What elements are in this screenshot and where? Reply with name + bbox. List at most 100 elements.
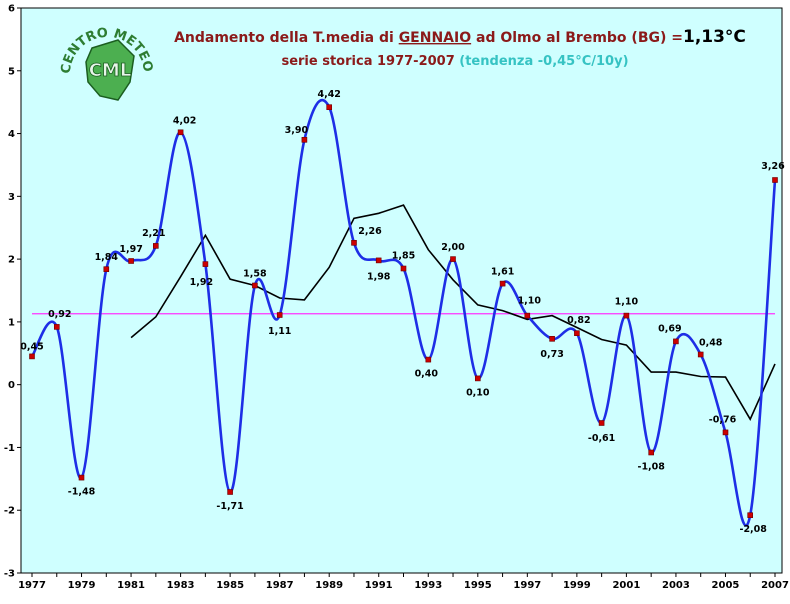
y-tick-label: 0	[8, 380, 15, 391]
data-label: -1,08	[638, 462, 666, 473]
data-point-marker	[697, 351, 704, 358]
x-tick-label: 1977	[18, 580, 46, 591]
data-label: 4,42	[317, 89, 340, 100]
series-markers	[29, 104, 778, 519]
data-label: -0,76	[709, 414, 737, 425]
y-tick-label: 3	[8, 192, 15, 203]
x-tick-label: 2005	[712, 580, 740, 591]
data-label: 0,45	[20, 341, 43, 352]
data-point-marker	[499, 280, 506, 287]
y-tick-label: 2	[8, 255, 15, 266]
data-label: 0,92	[48, 309, 71, 320]
data-label: 1,11	[268, 326, 291, 337]
data-label: 2,00	[441, 242, 465, 253]
y-tick-label: 4	[8, 129, 15, 140]
title-prefix: Andamento della T.media di	[174, 30, 399, 46]
data-point-marker	[425, 356, 432, 363]
x-tick-label: 1993	[414, 580, 442, 591]
logo-initials: CML	[89, 60, 132, 81]
data-point-marker	[78, 474, 85, 481]
data-point-marker	[722, 429, 729, 436]
data-point-marker	[450, 256, 456, 262]
data-point-marker	[747, 512, 754, 519]
data-point-marker	[524, 312, 531, 319]
data-labels: 0,45 0,92 -1,48 1,841,972,21 4,02 1,92 -1,71 1,…	[20, 89, 785, 535]
series-lines	[30, 99, 777, 527]
data-point-marker	[772, 177, 778, 183]
data-label: 0,10	[466, 387, 490, 398]
y-tick-label: -2	[4, 506, 15, 517]
data-point-marker	[252, 282, 258, 289]
chart-title-line1: Andamento della T.media di GENNAIO ad Ol…	[174, 27, 746, 47]
x-tick-label: 1979	[68, 580, 96, 591]
data-label: 2,21	[142, 228, 165, 239]
data-point-marker	[128, 258, 134, 264]
data-label: -0,61	[588, 433, 615, 444]
data-point-marker	[227, 489, 233, 495]
data-label: 3,90	[285, 125, 309, 136]
data-point-marker	[574, 330, 580, 337]
x-tick-label: 1983	[167, 580, 195, 591]
data-label: 1,92	[190, 277, 213, 288]
data-label: 1,61	[491, 267, 514, 278]
data-point-marker	[177, 129, 184, 136]
y-tick-label: -1	[4, 443, 15, 454]
data-label: 1,10	[518, 296, 542, 307]
data-point-marker	[474, 375, 481, 382]
temperature-line	[30, 99, 777, 527]
data-label: 3,26	[761, 161, 785, 172]
data-point-marker	[326, 104, 333, 110]
data-point-marker	[375, 257, 382, 264]
data-label: 2,26	[358, 226, 382, 237]
y-tick-label: 6	[8, 4, 15, 15]
data-point-marker	[549, 335, 555, 342]
x-tick-label: 1981	[117, 580, 145, 591]
data-point-marker	[400, 265, 407, 272]
data-point-marker	[673, 338, 679, 345]
y-tick-label: 5	[8, 66, 15, 77]
x-tick-label: 1999	[563, 580, 591, 591]
data-label: 1,58	[243, 269, 267, 280]
x-tick-label: 2001	[612, 580, 640, 591]
data-label: 1,98	[367, 271, 391, 282]
data-label: -2,08	[740, 524, 768, 535]
axes: -3 -2 -1 0 1 2 3 4 5 6 1977 1979 1981 1983 1985 1987 198…	[4, 4, 789, 592]
data-point-marker	[351, 240, 357, 246]
data-label: -1,71	[216, 501, 243, 512]
y-tick-label: 1	[8, 317, 15, 328]
data-label: 1,10	[615, 297, 639, 308]
data-label: 0,40	[415, 369, 439, 380]
title-month: GENNAIO	[399, 30, 472, 46]
title-suffix: ad Olmo al Brembo (BG) =	[471, 30, 683, 46]
data-label: 1,97	[119, 244, 142, 255]
x-tick-label: 1985	[216, 580, 244, 591]
data-label: 0,48	[699, 338, 723, 349]
x-tick-label: 1995	[464, 580, 492, 591]
data-point-marker	[648, 449, 655, 456]
data-label: 4,02	[173, 115, 196, 126]
logo-emblem-icon	[85, 39, 135, 101]
x-tick-label: 2007	[761, 580, 789, 591]
data-point-marker	[29, 353, 35, 360]
data-point-marker	[202, 261, 209, 267]
y-tick-label: -3	[4, 569, 15, 580]
x-tick-label: 1987	[266, 580, 294, 591]
data-point-marker	[53, 324, 60, 330]
data-point-marker	[276, 312, 283, 318]
data-label: -1,48	[68, 487, 96, 498]
x-tick-label: 1989	[315, 580, 343, 591]
data-label: 1,84	[95, 252, 119, 263]
data-point-marker	[153, 243, 159, 249]
x-tick-label: 1991	[365, 580, 393, 591]
data-label: 0,82	[567, 315, 590, 326]
x-tick-label: 2003	[662, 580, 690, 591]
data-label: 0,73	[540, 349, 563, 360]
chart-subtitle: serie storica 1977-2007 (tendenza -0,45°…	[281, 54, 628, 69]
subtitle-series: serie storica 1977-2007	[281, 54, 459, 69]
data-point-marker	[301, 137, 308, 143]
data-label: 1,85	[392, 251, 415, 262]
data-label: 0,69	[658, 323, 681, 334]
data-point-marker	[103, 266, 110, 273]
